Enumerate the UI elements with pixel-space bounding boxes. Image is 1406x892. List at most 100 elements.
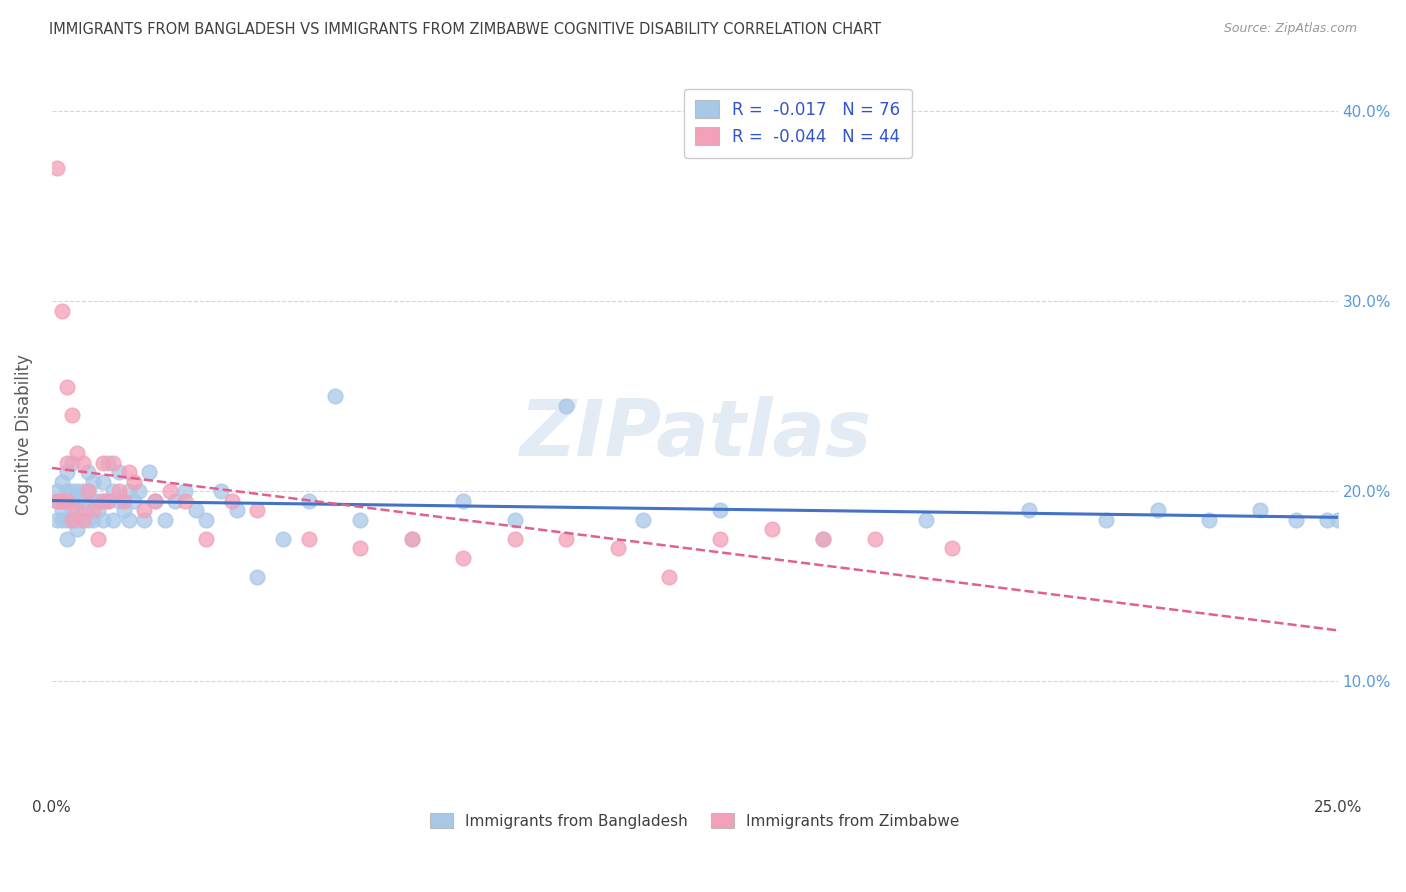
Point [60,484,83,499]
Point [56,532,79,546]
Point [60,513,83,527]
Point [401,532,423,546]
Point [813,532,835,546]
Point [72,484,94,499]
Point [91,513,114,527]
Point [1250,503,1272,517]
Point [915,513,938,527]
Point [91,493,114,508]
Point [118,465,141,479]
Point [246,503,269,517]
Point [863,532,886,546]
Point [165,493,187,508]
Point [143,493,166,508]
Point [60,456,83,470]
Point [107,465,129,479]
Point [45,161,67,175]
Point [82,475,104,489]
Text: ZIPatlas: ZIPatlas [519,396,870,472]
Point [153,513,176,527]
Point [56,484,79,499]
Point [298,493,321,508]
Legend: Immigrants from Bangladesh, Immigrants from Zimbabwe: Immigrants from Bangladesh, Immigrants f… [425,806,966,835]
Point [112,493,135,508]
Point [56,379,79,393]
Point [349,541,371,556]
Point [159,484,181,499]
Point [103,513,125,527]
Point [174,484,197,499]
Point [97,456,120,470]
Point [51,493,73,508]
Point [211,484,233,499]
Point [1326,513,1348,527]
Point [761,522,783,536]
Point [1146,503,1168,517]
Text: IMMIGRANTS FROM BANGLADESH VS IMMIGRANTS FROM ZIMBABWE COGNITIVE DISABILITY CORR: IMMIGRANTS FROM BANGLADESH VS IMMIGRANTS… [49,22,882,37]
Point [91,475,114,489]
Point [91,493,114,508]
Point [103,484,125,499]
Point [97,493,120,508]
Point [134,503,156,517]
Point [66,493,89,508]
Point [66,503,89,517]
Point [813,532,835,546]
Point [323,389,346,403]
Point [633,513,655,527]
Point [51,503,73,517]
Point [45,493,67,508]
Point [45,484,67,499]
Point [1018,503,1040,517]
Point [118,484,141,499]
Point [451,550,474,565]
Point [118,513,141,527]
Point [128,484,150,499]
Point [1198,513,1220,527]
Point [60,513,83,527]
Point [66,484,89,499]
Point [56,456,79,470]
Point [503,532,526,546]
Point [195,513,218,527]
Point [56,493,79,508]
Point [709,503,731,517]
Point [1095,513,1118,527]
Point [60,503,83,517]
Point [87,493,110,508]
Point [66,446,89,460]
Point [72,503,94,517]
Point [91,456,114,470]
Point [97,493,120,508]
Point [555,399,578,413]
Point [76,513,98,527]
Point [298,532,321,546]
Point [76,484,98,499]
Point [138,465,160,479]
Point [56,493,79,508]
Point [107,484,129,499]
Point [1316,513,1339,527]
Point [451,493,474,508]
Point [51,475,73,489]
Point [76,484,98,499]
Point [709,532,731,546]
Point [51,303,73,318]
Point [72,513,94,527]
Y-axis label: Cognitive Disability: Cognitive Disability [15,354,32,515]
Point [51,493,73,508]
Point [60,408,83,422]
Point [941,541,963,556]
Point [72,456,94,470]
Point [56,513,79,527]
Point [226,503,249,517]
Point [401,532,423,546]
Text: Source: ZipAtlas.com: Source: ZipAtlas.com [1223,22,1357,36]
Point [107,493,129,508]
Point [658,570,681,584]
Point [174,493,197,508]
Point [606,541,628,556]
Point [103,456,125,470]
Point [66,513,89,527]
Point [184,503,207,517]
